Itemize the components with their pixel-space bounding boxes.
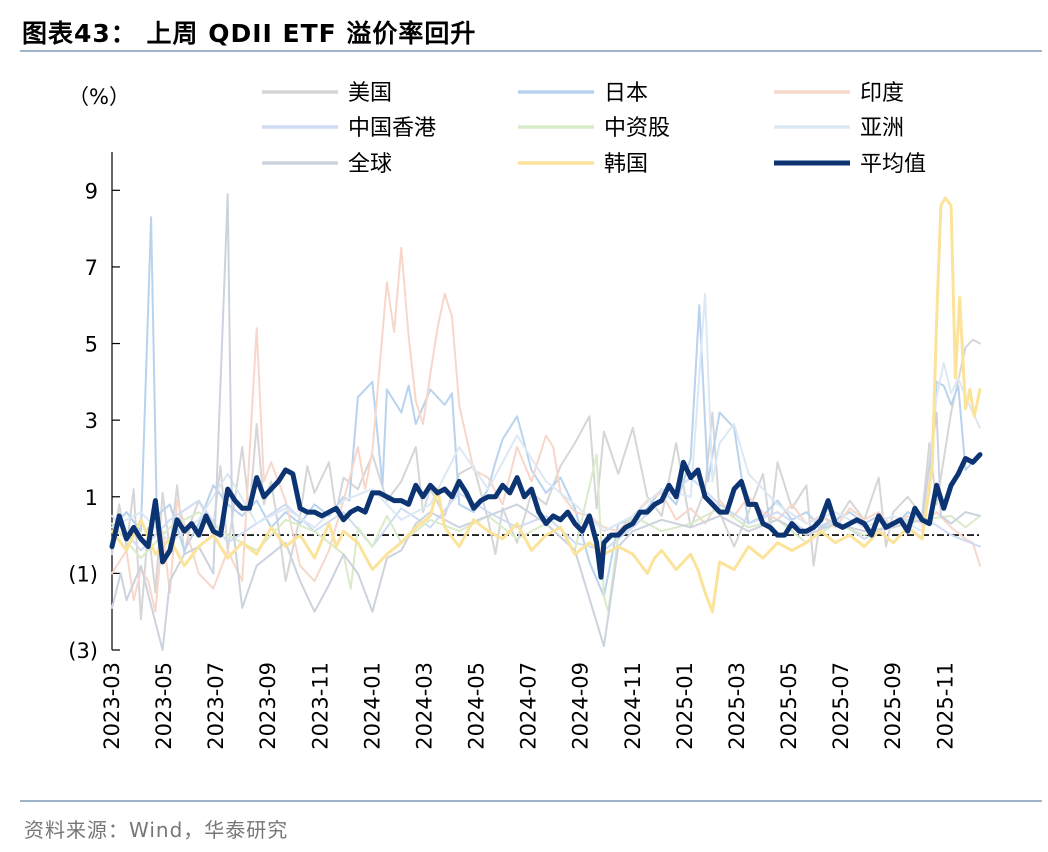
x-tick-label: 2024-03 bbox=[412, 662, 436, 750]
x-tick-label: 2023-11 bbox=[308, 662, 332, 750]
y-tick-label: 5 bbox=[85, 333, 98, 357]
legend-label: 全球 bbox=[348, 152, 392, 177]
bottom-rule bbox=[20, 800, 1042, 802]
legend-label: 日本 bbox=[604, 81, 648, 106]
x-tick-label: 2025-09 bbox=[881, 662, 905, 750]
y-unit-label: （%） bbox=[68, 85, 130, 109]
x-tick-label: 2023-09 bbox=[256, 662, 280, 750]
series-line-4 bbox=[111, 476, 981, 552]
y-tick-label: (1) bbox=[68, 562, 98, 586]
x-tick-label: 2025-01 bbox=[673, 662, 697, 750]
y-tick-label: 9 bbox=[85, 179, 98, 203]
x-tick-label: 2023-03 bbox=[100, 662, 124, 750]
series-line-6 bbox=[111, 292, 981, 544]
legend-label: 中资股 bbox=[604, 116, 670, 141]
x-tick-label: 2024-07 bbox=[517, 662, 541, 750]
x-tick-label: 2023-05 bbox=[152, 662, 176, 750]
y-tick-label: 3 bbox=[85, 409, 98, 433]
x-tick-label: 2024-09 bbox=[569, 662, 593, 750]
series-line-3 bbox=[111, 246, 981, 613]
chart-title: 图表43： 上周 QDII ETF 溢价率回升 bbox=[22, 19, 477, 48]
legend-label: 印度 bbox=[860, 81, 904, 106]
source-note: 资料来源：Wind，华泰研究 bbox=[24, 818, 289, 842]
series-line-9 bbox=[109, 452, 983, 580]
x-tick-label: 2025-07 bbox=[829, 662, 853, 750]
legend-label: 中国香港 bbox=[348, 116, 436, 141]
top-rule bbox=[20, 50, 1042, 52]
x-tick-label: 2024-05 bbox=[465, 662, 489, 750]
y-tick-label: 1 bbox=[85, 486, 98, 510]
legend-label: 韩国 bbox=[604, 152, 648, 177]
y-axis: 9 7 5 3 1 (1) (3) bbox=[68, 152, 120, 663]
legend-label: 亚洲 bbox=[860, 116, 904, 141]
x-tick-label: 2024-01 bbox=[360, 662, 384, 750]
series-line-2 bbox=[111, 216, 981, 598]
plot-area bbox=[109, 193, 983, 651]
series-line-8 bbox=[110, 196, 982, 614]
x-axis: 2023-03 2023-05 2023-07 2023-09 2023-11 2024-… bbox=[100, 662, 957, 750]
legend-label: 美国 bbox=[348, 81, 392, 106]
y-tick-label: (3) bbox=[68, 639, 98, 663]
legend-label: 平均值 bbox=[860, 152, 926, 177]
x-tick-label: 2023-07 bbox=[204, 662, 228, 750]
x-tick-label: 2025-11 bbox=[933, 662, 957, 750]
y-tick-label: 7 bbox=[85, 256, 98, 280]
x-tick-label: 2025-05 bbox=[777, 662, 801, 750]
x-tick-label: 2025-03 bbox=[725, 662, 749, 750]
x-tick-label: 2024-11 bbox=[621, 662, 645, 750]
